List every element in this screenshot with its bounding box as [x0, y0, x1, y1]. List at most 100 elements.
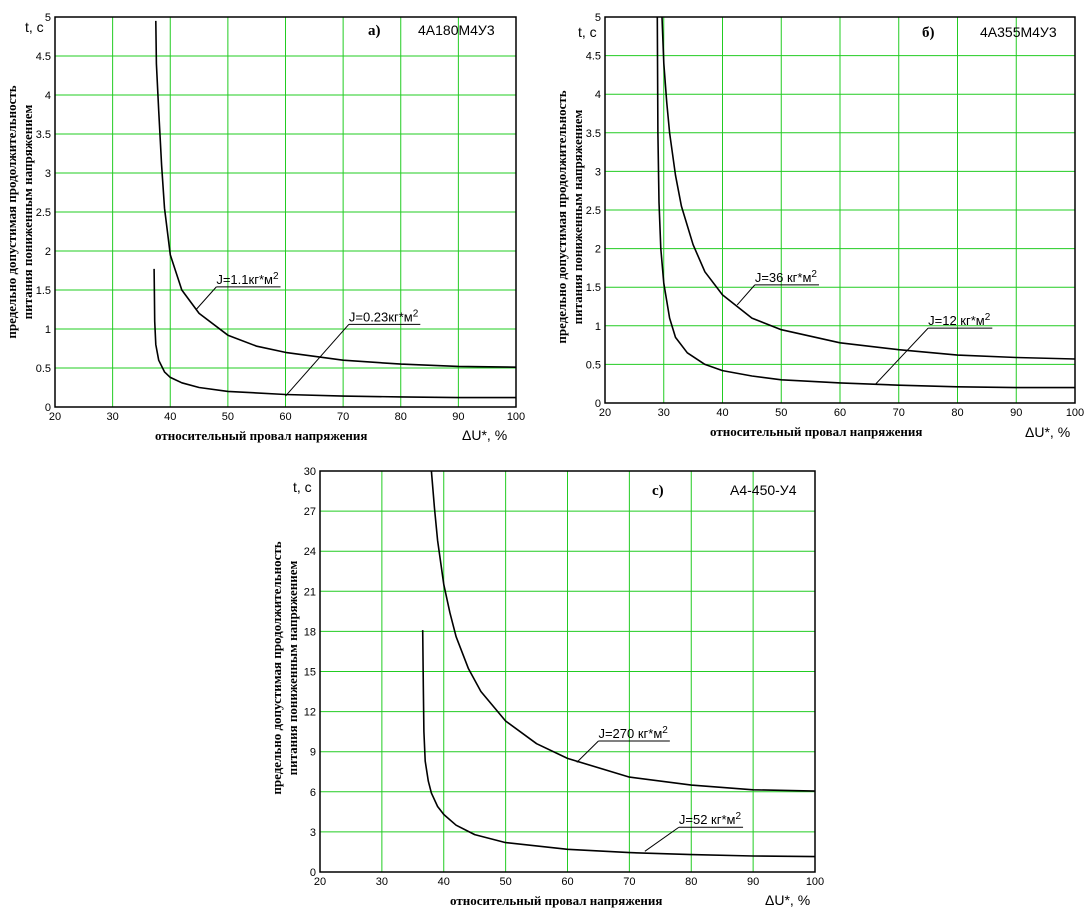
- chart-a-y-tick-label: 2.5: [36, 207, 51, 219]
- chart-a-annotation-leader: [195, 286, 217, 310]
- chart-b-panel-letter: б): [922, 25, 935, 41]
- chart-c-x-tick-label: 40: [438, 876, 450, 888]
- chart-a-y-tick-label: 4: [45, 90, 51, 102]
- chart-a-annotation-label: J=1.1кг*м2: [216, 271, 279, 287]
- chart-a-x-tick-label: 70: [337, 411, 349, 423]
- chart-c-x-tick-label: 20: [314, 876, 326, 888]
- chart-b-y-axis-title-line1: предельно допустимая продолжительность: [554, 90, 569, 343]
- chart-b-x-tick-label: 80: [951, 407, 963, 419]
- chart-c-series-2-line: [421, 630, 816, 858]
- chart-c-x-axis-title: относительный провал напряжения: [450, 893, 662, 908]
- chart-a-x-tick-label: 100: [507, 411, 525, 423]
- chart-b-y-tick-label: 1.5: [586, 282, 601, 294]
- chart-a-x-tick-label: 50: [222, 411, 234, 423]
- chart-b-x-axis-title: относительный провал напряжения: [710, 424, 922, 439]
- chart-b-annotation-leader: [736, 284, 756, 306]
- chart-a-x-unit: ΔU*, %: [462, 427, 507, 443]
- chart-a-y-tick-label: 1: [45, 324, 51, 336]
- chart-a-y-unit: t, c: [25, 19, 44, 35]
- chart-b-x-tick-label: 30: [658, 407, 670, 419]
- chart-b-y-tick-label: 1: [595, 321, 601, 333]
- chart-b-x-tick-label: 40: [716, 407, 728, 419]
- chart-a-annotation-2: J=0.23кг*м2: [285, 308, 421, 397]
- chart-c-x-tick-label: 50: [500, 876, 512, 888]
- chart-b-y-tick-label: 3.5: [586, 128, 601, 140]
- chart-b-y-tick-label: 2: [595, 244, 601, 256]
- chart-c-y-axis-title-line2: питания пониженным напряжением: [285, 561, 300, 776]
- chart-a-y-axis-title-line1: предельно допустимая продолжительность: [4, 85, 19, 338]
- chart-b-annotation-1: J=36 кг*м2: [736, 269, 819, 306]
- chart-a-model-label: 4A180M4У3: [418, 22, 495, 38]
- chart-b-y-tick-label: 4: [595, 89, 601, 101]
- chart-a-y-tick-label: 2: [45, 246, 51, 258]
- chart-a-x-tick-label: 60: [279, 411, 291, 423]
- chart-a-annotation-leader: [285, 323, 350, 397]
- chart-b-annotation-leader: [874, 327, 929, 385]
- chart-a-y-tick-label: 1.5: [36, 285, 51, 297]
- chart-c-annotation-label: J=270 кг*м2: [598, 725, 668, 741]
- chart-b-y-tick-label: 4.5: [586, 51, 601, 63]
- chart-b-x-tick-label: 20: [599, 407, 611, 419]
- chart-c-x-unit: ΔU*, %: [765, 892, 810, 908]
- chart-c-y-tick-label: 3: [310, 827, 316, 839]
- chart-b-annotation-label: J=36 кг*м2: [755, 269, 818, 285]
- chart-a-y-tick-label: 0: [45, 402, 51, 414]
- chart-a-series-2-line: [153, 268, 516, 399]
- chart-a-x-tick-label: 80: [395, 411, 407, 423]
- chart-c-x-tick-label: 60: [561, 876, 573, 888]
- chart-b-x-tick-label: 70: [893, 407, 905, 419]
- chart-c-y-axis-title-line1: предельно допустимая продолжительность: [269, 541, 284, 794]
- chart-c-x-tick-label: 100: [806, 876, 824, 888]
- chart-b-y-tick-label: 2.5: [586, 205, 601, 217]
- chart-a-y-tick-label: 4.5: [36, 51, 51, 63]
- chart-b-annotation-label: J=12 кг*м2: [928, 312, 991, 328]
- chart-c-annotation-label: J=52 кг*м2: [679, 811, 742, 827]
- chart-b-x-tick-label: 50: [775, 407, 787, 419]
- chart-b-y-tick-label: 5: [595, 12, 601, 24]
- chart-a-annotation-1: J=1.1кг*м2: [195, 271, 281, 310]
- chart-a-x-tick-label: 90: [452, 411, 464, 423]
- chart-a-grid: [54, 16, 517, 408]
- chart-c-y-unit: t, c: [293, 479, 312, 495]
- chart-c-x-tick-label: 90: [747, 876, 759, 888]
- chart-c-y-tick-label: 12: [304, 707, 316, 719]
- chart-b-y-tick-label: 0.5: [586, 359, 601, 371]
- chart-b-x-tick-label: 60: [834, 407, 846, 419]
- chart-a-x-tick-label: 40: [164, 411, 176, 423]
- chart-c-y-tick-label: 30: [304, 466, 316, 478]
- chart-b-annotation-2: J=12 кг*м2: [874, 312, 993, 385]
- chart-a-x-axis-title: относительный провал напряжения: [155, 428, 367, 443]
- chart-c-annotation-leader: [644, 826, 680, 852]
- chart-b-y-tick-label: 0: [595, 398, 601, 410]
- chart-c-y-tick-label: 0: [310, 867, 316, 879]
- chart-a-x-tick-label: 20: [49, 411, 61, 423]
- chart-c-model-label: А4-450-У4: [730, 482, 797, 498]
- chart-b-x-tick-label: 90: [1010, 407, 1022, 419]
- chart-b-x-unit: ΔU*, %: [1025, 424, 1070, 440]
- chart-a-panel-letter: а): [368, 23, 381, 39]
- chart-c-y-tick-label: 15: [304, 667, 316, 679]
- chart-a-y-tick-label: 0.5: [36, 363, 51, 375]
- chart-c-x-tick-label: 80: [685, 876, 697, 888]
- chart-b-frame: [604, 16, 1076, 404]
- chart-c-panel-letter: c): [652, 483, 664, 499]
- chart-c-x-tick-label: 30: [376, 876, 388, 888]
- chart-c-y-tick-label: 24: [304, 546, 316, 558]
- chart-c-y-tick-label: 6: [310, 787, 316, 799]
- chart-c-frame: [319, 470, 816, 873]
- chart-c-x-tick-label: 70: [623, 876, 635, 888]
- chart-a-frame: [54, 16, 517, 408]
- chart-b-y-unit: t, c: [578, 24, 597, 40]
- chart-b-series-2-line: [656, 16, 1075, 389]
- chart-c-y-tick-label: 27: [304, 506, 316, 518]
- chart-c-annotation-leader: [576, 740, 599, 763]
- chart-a-annotation-label: J=0.23кг*м2: [349, 308, 419, 324]
- chart-b-y-axis-title-line2: питания пониженным напряжением: [570, 110, 585, 325]
- chart-a-y-tick-label: 5: [45, 12, 51, 24]
- chart-a-x-tick-label: 30: [107, 411, 119, 423]
- chart-b-series-1-line: [661, 16, 1076, 360]
- chart-b-y-tick-label: 3: [595, 166, 601, 178]
